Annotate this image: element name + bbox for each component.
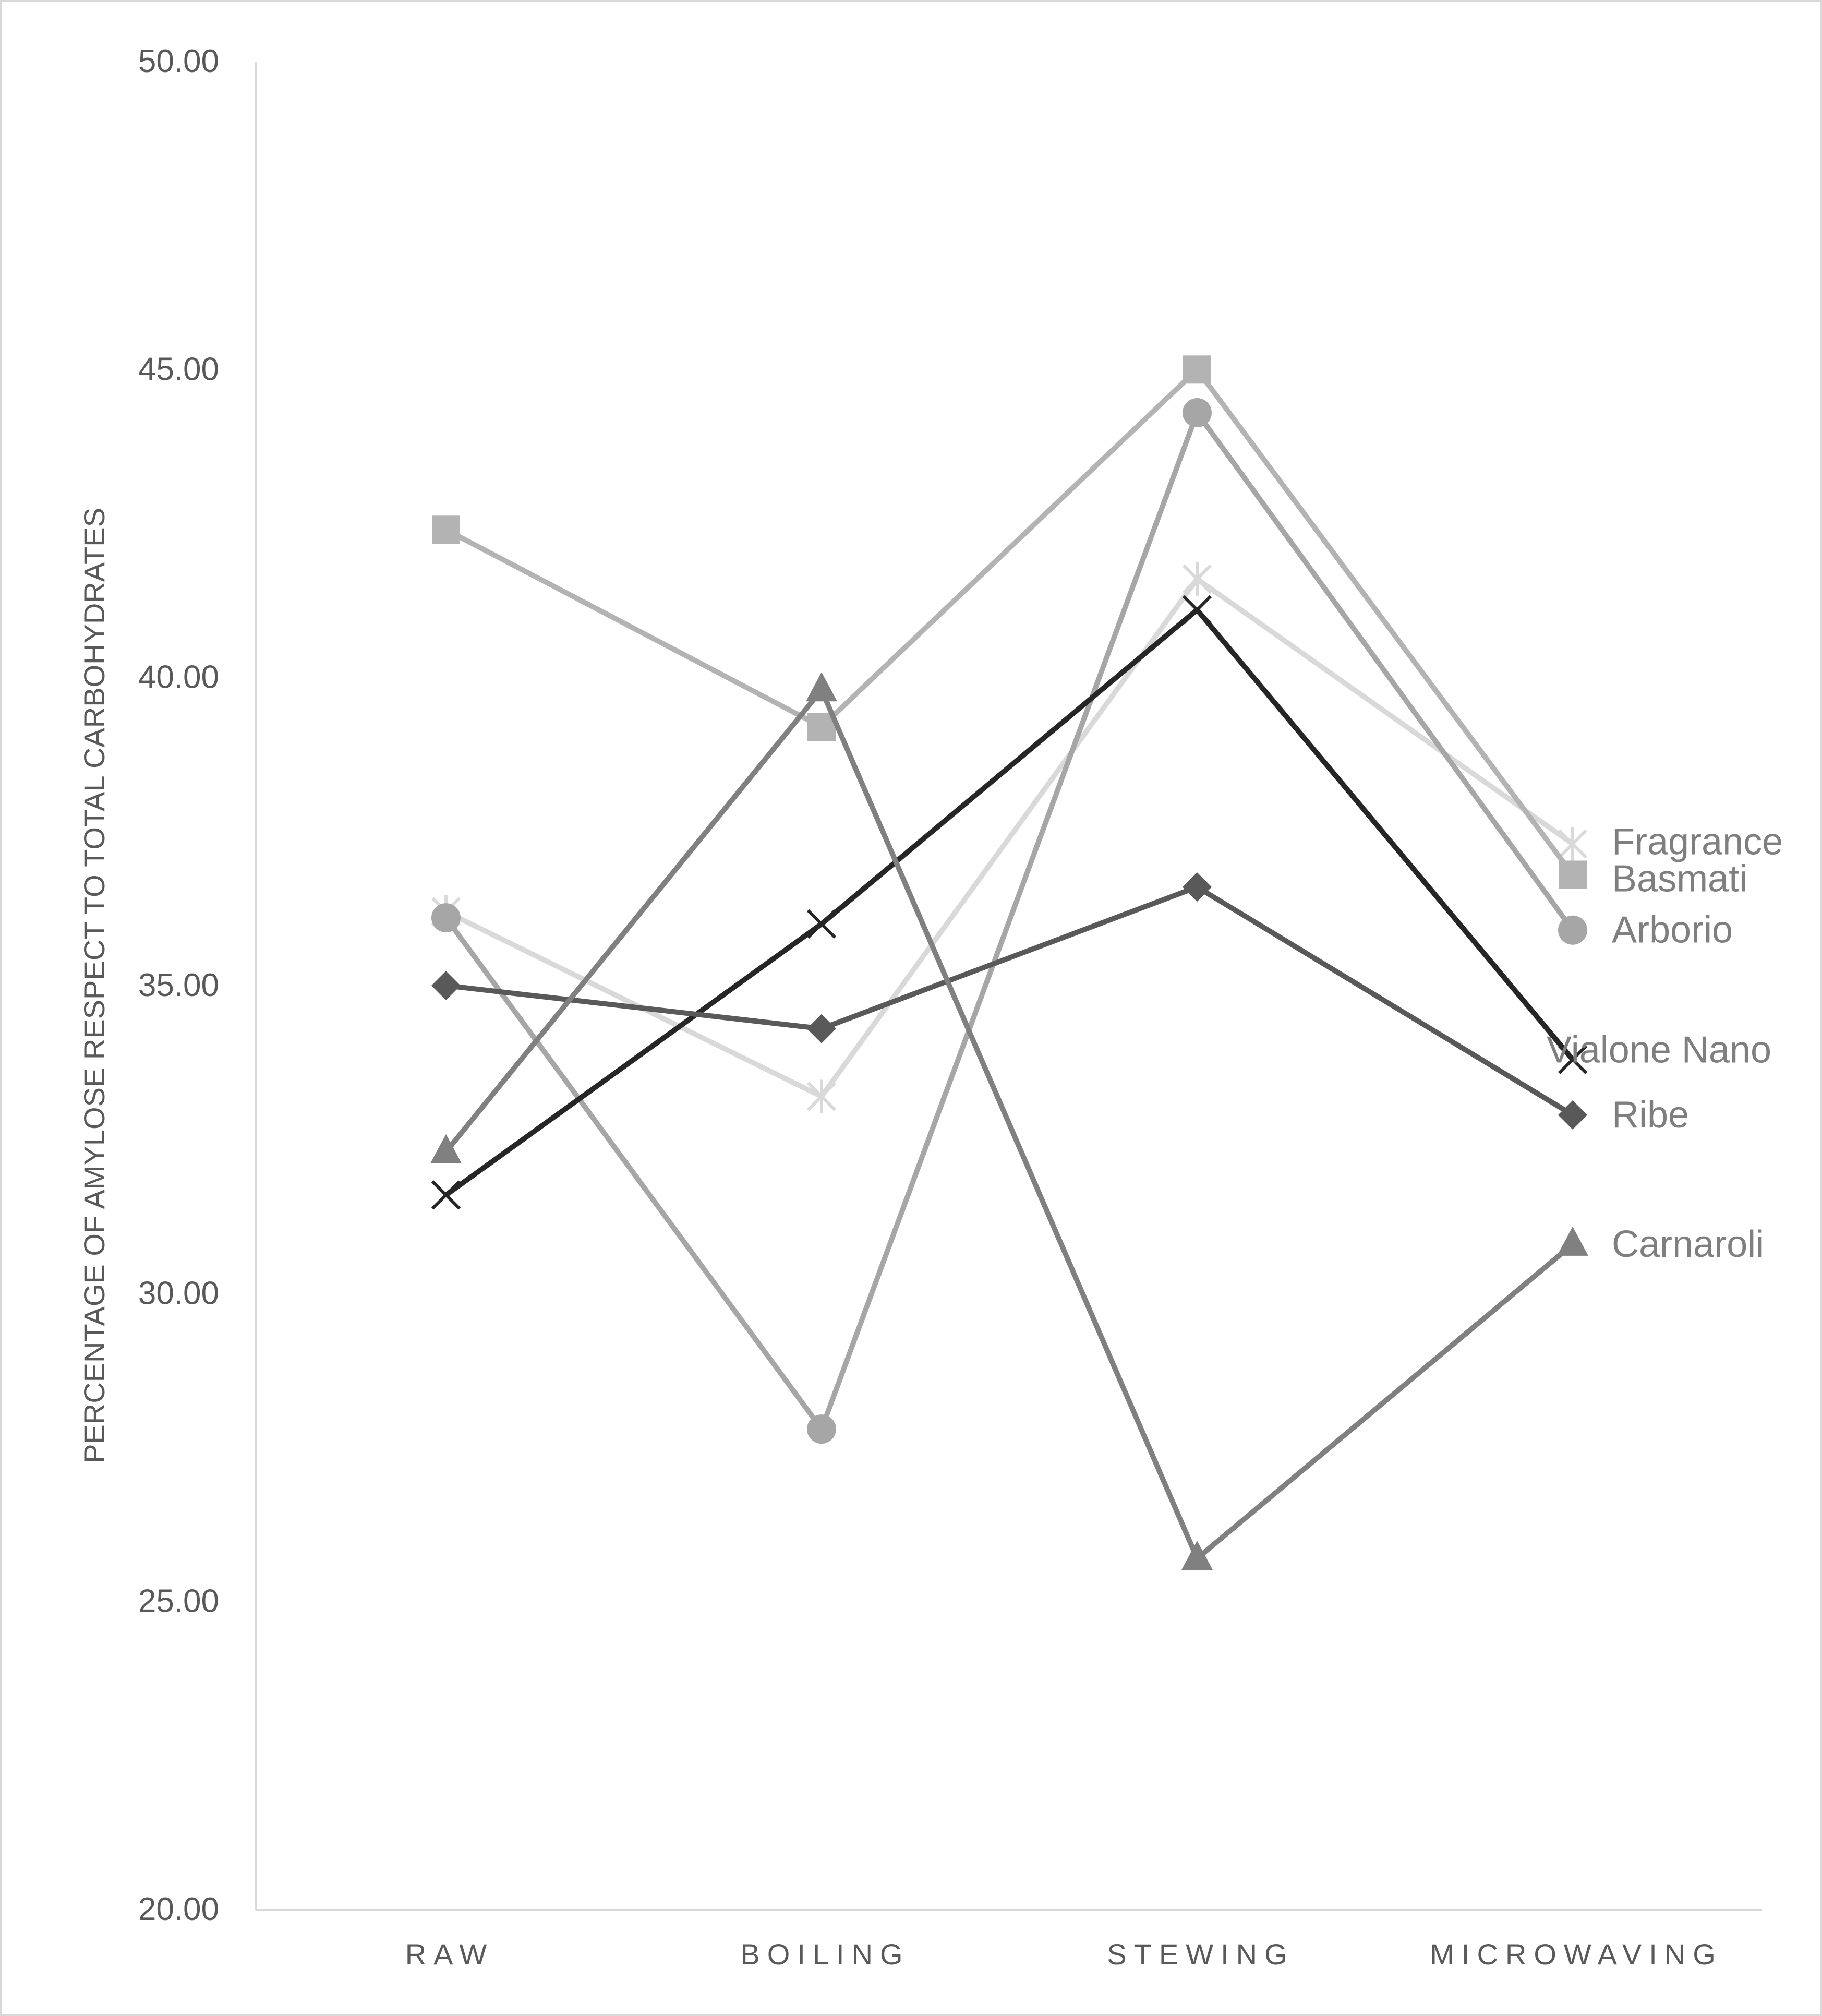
data-point bbox=[1558, 827, 1588, 861]
data-point bbox=[1558, 1100, 1587, 1130]
series-ribe bbox=[431, 872, 1587, 1130]
data-point bbox=[431, 1180, 461, 1210]
series-line bbox=[444, 687, 1575, 1562]
series-line bbox=[445, 884, 1574, 1118]
y-tick-label: 40.00 bbox=[138, 659, 219, 695]
data-point bbox=[430, 1134, 462, 1163]
data-point bbox=[1558, 1045, 1588, 1074]
y-axis-title: PERCENTAGE OF AMYLOSE RESPECT TO TOTAL C… bbox=[78, 508, 111, 1463]
series-line bbox=[444, 576, 1574, 1099]
data-point bbox=[1559, 860, 1587, 889]
x-tick-label: STEWING bbox=[1107, 1938, 1294, 1971]
data-point bbox=[807, 1014, 836, 1043]
series-line bbox=[444, 607, 1575, 1197]
data-point bbox=[806, 909, 837, 939]
data-point bbox=[1183, 355, 1211, 384]
y-tick-label: 30.00 bbox=[138, 1275, 219, 1311]
series-arborio bbox=[431, 398, 1587, 1444]
y-tick-label: 35.00 bbox=[138, 967, 219, 1003]
y-tick-label: 20.00 bbox=[138, 1891, 219, 1927]
data-point bbox=[432, 515, 460, 544]
series-carnaroli bbox=[430, 672, 1588, 1570]
series-fragrance bbox=[431, 562, 1588, 1113]
data-point bbox=[806, 1079, 837, 1113]
x-tick-label: MICROWAVING bbox=[1430, 1938, 1723, 1971]
data-point bbox=[1557, 1226, 1588, 1256]
data-point bbox=[1183, 398, 1212, 427]
series-line bbox=[444, 367, 1575, 877]
x-tick-labels: RAW BOILING STEWING MICROWAVING bbox=[405, 1938, 1723, 1971]
data-point bbox=[1558, 915, 1587, 945]
data-point bbox=[1182, 595, 1212, 625]
series-label-carnaroli: Carnaroli bbox=[1612, 1223, 1764, 1265]
series-label-ribe: Ribe bbox=[1612, 1094, 1689, 1136]
data-point bbox=[431, 903, 461, 933]
y-tick-label: 50.00 bbox=[138, 43, 219, 79]
series-label-arborio: Arborio bbox=[1612, 909, 1733, 951]
series-label-fragrance: Fragrance bbox=[1612, 821, 1783, 862]
series-vialone-nano bbox=[431, 595, 1588, 1210]
data-point bbox=[431, 971, 461, 1000]
series-basmati bbox=[432, 355, 1587, 889]
data-point bbox=[1181, 1541, 1213, 1570]
series-label-vialone-nano: Vialone Nano bbox=[1547, 1029, 1771, 1071]
series-label-basmati: Basmati bbox=[1612, 858, 1747, 899]
data-point bbox=[1182, 562, 1212, 596]
x-tick-label: BOILING bbox=[740, 1938, 910, 1971]
y-tick-label: 45.00 bbox=[138, 351, 219, 387]
data-point bbox=[1183, 872, 1212, 902]
series-layer bbox=[430, 355, 1588, 1570]
data-point bbox=[806, 672, 837, 702]
y-tick-label: 25.00 bbox=[138, 1583, 219, 1619]
series-line bbox=[443, 410, 1575, 1432]
y-tick-labels: 20.00 25.00 30.00 35.00 40.00 45.00 50.00 bbox=[138, 43, 219, 1927]
x-tick-label: RAW bbox=[405, 1938, 494, 1971]
data-point bbox=[807, 1414, 836, 1444]
